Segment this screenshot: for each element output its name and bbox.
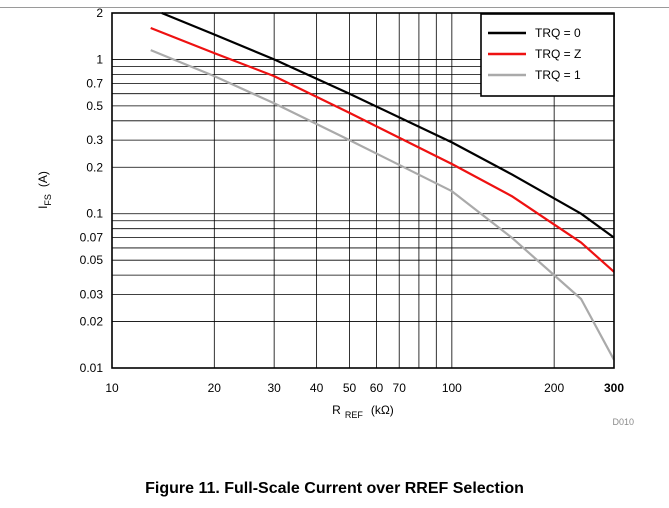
y-tick-label: 0.7 — [86, 76, 103, 90]
y-tick-label: 0.07 — [80, 231, 104, 245]
series-line-1 — [161, 11, 615, 239]
y-axis-label-sub: FS — [43, 194, 53, 206]
x-tick-label: 70 — [393, 381, 407, 395]
y-tick-label: 0.03 — [80, 287, 104, 301]
y-tick-label: 0.3 — [86, 133, 103, 147]
y-tick-label: 2 — [96, 6, 103, 20]
y-tick-label: 1 — [96, 52, 103, 66]
x-tick-label: 20 — [208, 381, 222, 395]
full-scale-current-chart: 10 20 30 40 50 60 70 100 200 300 0.01 0.02 0.03 0.05 0… — [36, 6, 634, 427]
y-tick-label: 0.01 — [80, 361, 104, 375]
series-lines — [150, 11, 615, 361]
series-line-3 — [150, 49, 615, 361]
page-top-rule — [0, 7, 669, 8]
x-axis-label-unit: (kΩ) — [371, 403, 394, 417]
y-axis-label: IFS (A) — [36, 171, 53, 209]
x-tick-label: 50 — [343, 381, 357, 395]
x-axis-label-main: R — [332, 403, 341, 417]
x-axis-label: R REF (kΩ) — [332, 403, 394, 420]
y-tick-label: 0.05 — [80, 253, 104, 267]
x-tick-label: 100 — [442, 381, 462, 395]
legend-label-3: TRQ = 1 — [535, 68, 581, 82]
y-tick-label: 0.2 — [86, 160, 103, 174]
plot-frame — [111, 12, 615, 369]
series-line-2 — [150, 26, 615, 273]
legend: TRQ = 0 TRQ = Z TRQ = 1 — [480, 13, 615, 97]
tick-labels: 10 20 30 40 50 60 70 100 200 300 0.01 0.02 0.03 0.05 0… — [80, 6, 625, 395]
x-axis-label-sub: REF — [345, 410, 364, 420]
y-tick-label: 0.02 — [80, 315, 104, 329]
y-axis-label-main: I — [36, 206, 50, 209]
x-tick-label: 30 — [267, 381, 281, 395]
figure-id: D010 — [612, 417, 634, 427]
figure-caption: Figure 11. Full-Scale Current over RREF … — [145, 480, 524, 497]
x-tick-label: 10 — [105, 381, 119, 395]
x-tick-label: 200 — [544, 381, 564, 395]
x-tick-label: 300 — [604, 381, 624, 395]
y-tick-label: 0.5 — [86, 99, 103, 113]
y-tick-label: 0.1 — [86, 207, 103, 221]
x-tick-label: 60 — [370, 381, 384, 395]
legend-label-1: TRQ = 0 — [535, 26, 581, 40]
x-tick-label: 40 — [310, 381, 324, 395]
legend-label-2: TRQ = Z — [535, 47, 581, 61]
y-axis-label-unit: (A) — [36, 171, 50, 187]
